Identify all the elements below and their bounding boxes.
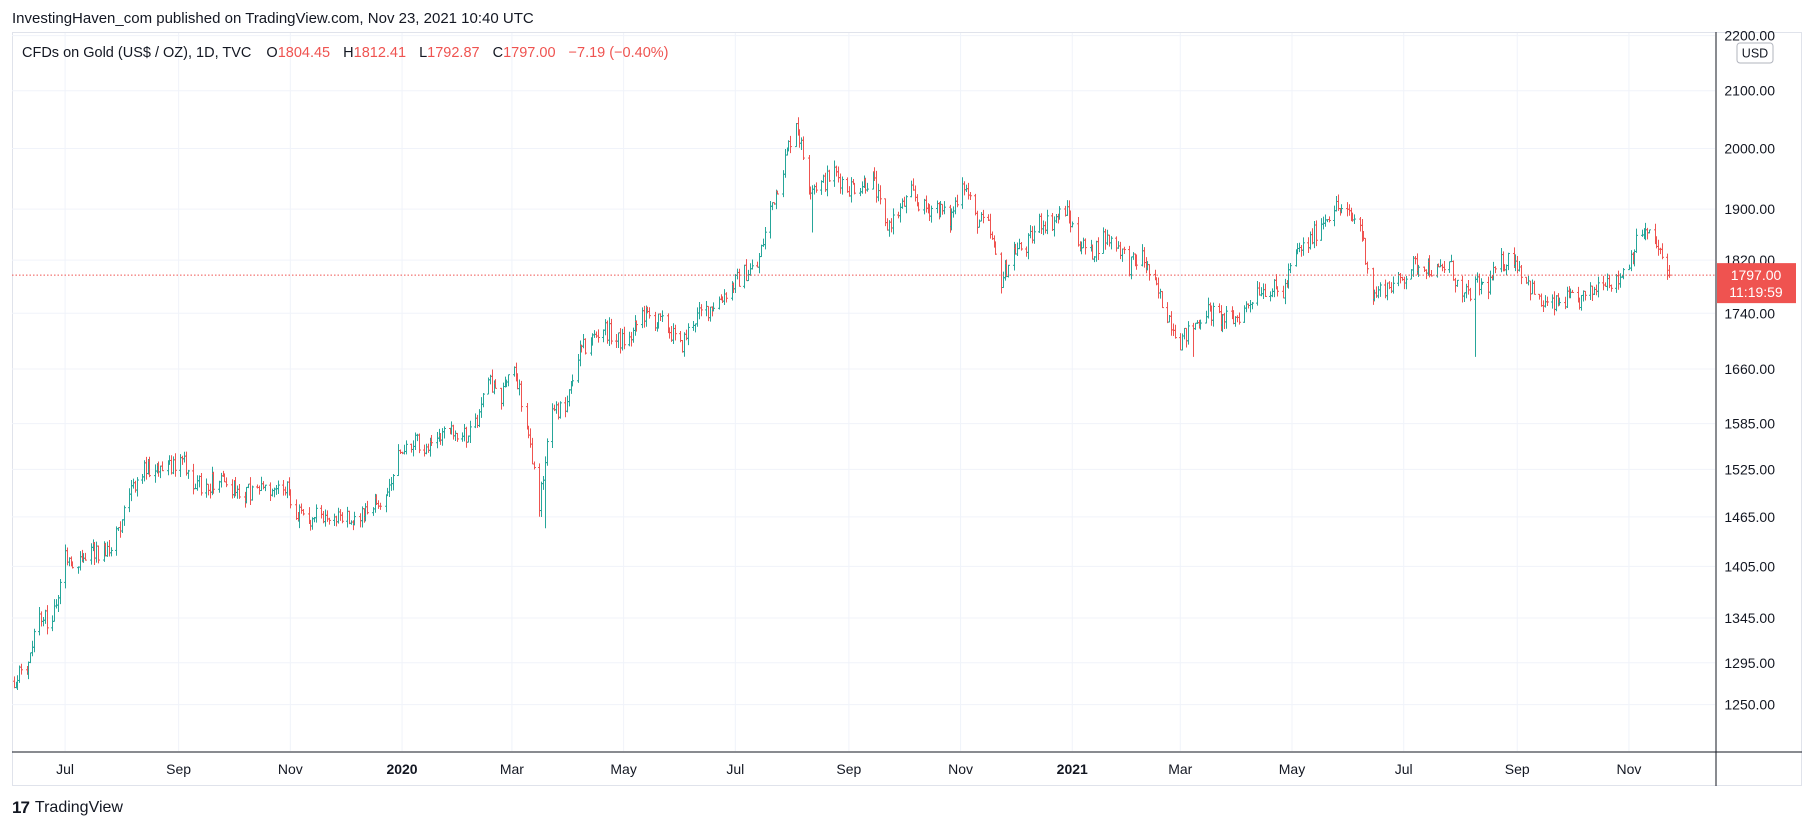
- time-tick-label: Nov: [948, 761, 973, 777]
- high-value: 1812.41: [353, 45, 407, 61]
- currency-badge[interactable]: USD: [1736, 42, 1774, 64]
- time-tick-label: Sep: [166, 761, 191, 777]
- price-tick-label: 1345.00: [1724, 610, 1775, 626]
- low-label: L: [419, 45, 428, 61]
- price-tick-label: 1740.00: [1724, 305, 1775, 321]
- low-value: 1792.87: [427, 45, 480, 61]
- bar-countdown: 11:19:59: [1729, 284, 1783, 300]
- price-tick-label: 2000.00: [1724, 140, 1775, 156]
- last-price-value: 1797.00: [1731, 267, 1782, 283]
- symbol-legend[interactable]: CFDs on Gold (US$ / OZ), 1D, TVC O1804.4…: [22, 45, 669, 61]
- price-tick-label: 2100.00: [1724, 83, 1775, 99]
- time-tick-label: Nov: [278, 761, 303, 777]
- price-tick-label: 1900.00: [1724, 201, 1775, 217]
- publisher-line: InvestingHaven_com published on TradingV…: [12, 10, 534, 27]
- change-value: −7.19 (−0.40%): [568, 45, 669, 61]
- tradingview-brand: TradingView: [34, 799, 123, 816]
- time-tick-label: Jul: [726, 761, 744, 777]
- price-tick-label: 1525.00: [1724, 461, 1775, 477]
- time-tick-label: 2020: [386, 761, 417, 777]
- time-tick-label: Mar: [1168, 761, 1192, 777]
- symbol-description[interactable]: CFDs on Gold (US$ / OZ), 1D, TVC: [22, 45, 252, 61]
- time-tick-label: Jul: [56, 761, 74, 777]
- price-scale[interactable]: 2200.002100.002000.001900.001820.001740.…: [1724, 28, 1775, 713]
- tradingview-logo[interactable]: 17 TradingView: [12, 798, 123, 818]
- high-label: H: [343, 45, 354, 61]
- time-tick-label: May: [1279, 761, 1305, 777]
- time-tick-label: Sep: [836, 761, 861, 777]
- close-value: 1797.00: [503, 45, 556, 61]
- grid-lines: [12, 33, 1715, 751]
- close-label: C: [492, 45, 504, 61]
- tradingview-logo-icon: 17: [12, 798, 30, 817]
- open-value: 1804.45: [277, 45, 331, 61]
- price-tick-label: 1660.00: [1724, 361, 1775, 377]
- time-tick-label: Nov: [1616, 761, 1641, 777]
- price-tick-label: 1250.00: [1724, 697, 1775, 713]
- time-tick-label: Jul: [1395, 761, 1413, 777]
- price-tick-label: 2200.00: [1724, 28, 1775, 44]
- price-tick-label: 1405.00: [1724, 558, 1775, 574]
- chart-pane[interactable]: [12, 32, 1802, 786]
- time-tick-label: 2021: [1057, 761, 1088, 777]
- time-tick-label: Mar: [500, 761, 524, 777]
- price-tick-label: 1465.00: [1724, 509, 1775, 525]
- price-tick-label: 1295.00: [1724, 655, 1775, 671]
- price-tick-label: 1585.00: [1724, 416, 1775, 432]
- time-scale[interactable]: Jul Sep Nov 2020 Mar May Jul Sep Nov 2021 Mar May Ju…: [56, 761, 1641, 777]
- currency-label: USD: [1742, 47, 1768, 61]
- last-price-badge: 1797.00 11:19:59: [1717, 263, 1796, 304]
- open-label: O: [266, 45, 278, 61]
- time-tick-label: May: [610, 761, 636, 777]
- ohlc-bars: [13, 117, 1671, 690]
- time-tick-label: Sep: [1505, 761, 1530, 777]
